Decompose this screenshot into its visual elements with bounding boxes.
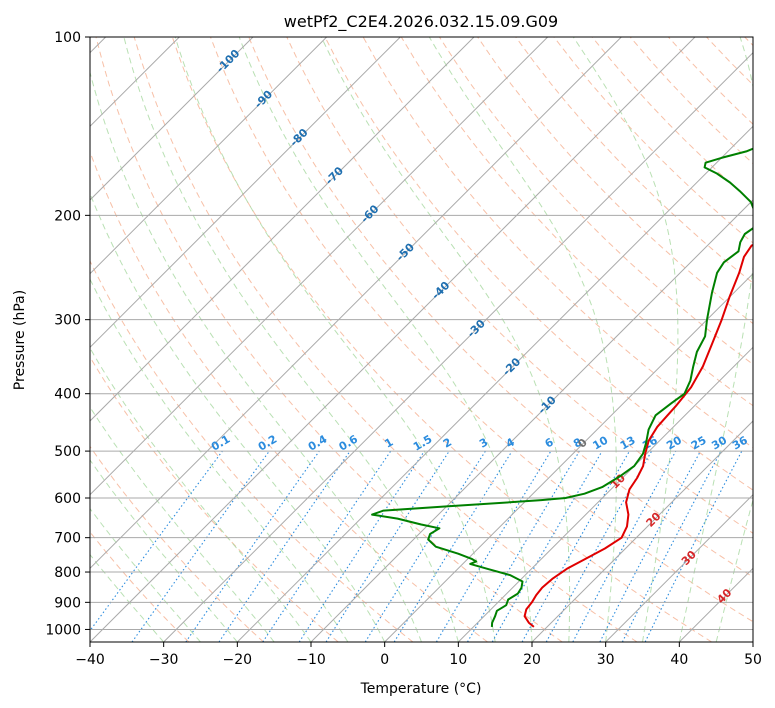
isotherm-line (384, 272, 753, 642)
mixing-ratio-line (262, 450, 392, 642)
y-tick-label: 600 (54, 491, 81, 507)
x-axis-label: Temperature (°C) (360, 681, 482, 697)
mixing-ratio-line (185, 450, 320, 642)
mixing-ratio-line (393, 450, 513, 642)
isotherm-line (90, 37, 549, 496)
mixing-ratio-line (218, 450, 351, 642)
dry-adiabat (171, 37, 712, 642)
y-tick-label: 1000 (45, 622, 81, 638)
x-axis: −40 −30 −20 −10 0 10 20 30 40 50 (75, 642, 762, 668)
x-tick-label: 10 (449, 652, 467, 668)
y-tick-label: 900 (54, 595, 81, 611)
y-tick-label: 500 (54, 444, 81, 460)
isotherm-line (310, 199, 753, 642)
moist-adiabat (90, 406, 275, 642)
moist-adiabat (90, 553, 165, 642)
isotherm-line (236, 125, 753, 642)
dewpoint-profile (371, 147, 753, 627)
x-tick-label: 40 (670, 652, 688, 668)
x-tick-label: 30 (597, 652, 615, 668)
moist-adiabat (678, 37, 753, 642)
y-tick-label: 700 (54, 531, 81, 547)
temperature-profile (523, 243, 753, 628)
mixing-ratio-line (521, 450, 630, 642)
isotherm-line (90, 37, 475, 422)
x-tick-label: −10 (296, 652, 326, 668)
dry-adiabat (90, 356, 339, 642)
dry-adiabat (515, 37, 753, 284)
isotherm-line (90, 37, 328, 275)
plot-area: 0.1 0.2 0.4 0.6 1 1.5 2 3 4 6 8 10 13 16 20 25 30 36-100-… (89, 36, 754, 643)
mixing-ratio-line (644, 450, 743, 642)
moist-adiabat (715, 497, 753, 642)
y-tick-label: 300 (54, 313, 81, 329)
isotherm-line (90, 37, 401, 349)
mixing-ratio-line (545, 450, 653, 642)
moist-adiabat (174, 37, 496, 642)
y-axis-label: Pressure (hPa) (12, 290, 28, 390)
moist-adiabat (90, 278, 349, 642)
mixing-ratio-line (325, 450, 450, 642)
moist-adiabat (90, 507, 201, 642)
y-tick-label: 200 (54, 208, 81, 224)
dry-adiabat (286, 37, 753, 534)
dry-adiabat (248, 37, 753, 578)
x-tick-label: 0 (380, 652, 389, 668)
mixing-ratio-line (90, 450, 223, 632)
isotherm-line (531, 420, 753, 642)
moist-adiabat (90, 70, 422, 642)
dry-adiabat (324, 37, 753, 491)
moist-adiabat (123, 37, 459, 642)
isotherm-line (163, 51, 753, 642)
plot-background (90, 37, 753, 642)
plot-frame (89, 36, 754, 643)
dry-adiabat (90, 259, 414, 642)
mixing-ratio-line (298, 450, 425, 642)
moist-adiabat (428, 37, 617, 642)
dry-adiabat (133, 37, 638, 642)
moist-adiabat (572, 37, 679, 642)
moist-adiabat (90, 459, 238, 642)
x-tick-label: −30 (149, 652, 179, 668)
isotherm-line (90, 37, 254, 201)
mixing-ratio-line (572, 450, 677, 642)
isotherm-line (90, 37, 696, 642)
background-lines (90, 37, 753, 642)
x-tick-label: 50 (744, 652, 762, 668)
moist-adiabat (320, 37, 571, 642)
isotherm-line (605, 493, 753, 642)
dry-adiabat (90, 445, 264, 642)
y-tick-label: 400 (54, 387, 81, 403)
isotherm-line (90, 37, 622, 570)
moist-adiabat (90, 192, 386, 642)
moist-adiabat (238, 37, 533, 642)
x-tick-label: −20 (223, 652, 253, 668)
profiles (371, 147, 753, 628)
x-tick-label: 20 (523, 652, 541, 668)
chart-title: wetPf2_C2E4.2026.032.15.09.G09 (284, 12, 558, 32)
y-tick-label: 100 (54, 30, 81, 46)
y-tick-label: 800 (54, 565, 81, 581)
dry-adiabat (95, 37, 563, 642)
mixing-ratio-line (131, 450, 270, 642)
x-tick-label: −40 (75, 652, 105, 668)
isotherm-line (457, 346, 753, 642)
y-axis: 100 200 300 400 500 600 700 800 900 1000 (45, 30, 90, 638)
dry-adiabat (210, 37, 753, 623)
